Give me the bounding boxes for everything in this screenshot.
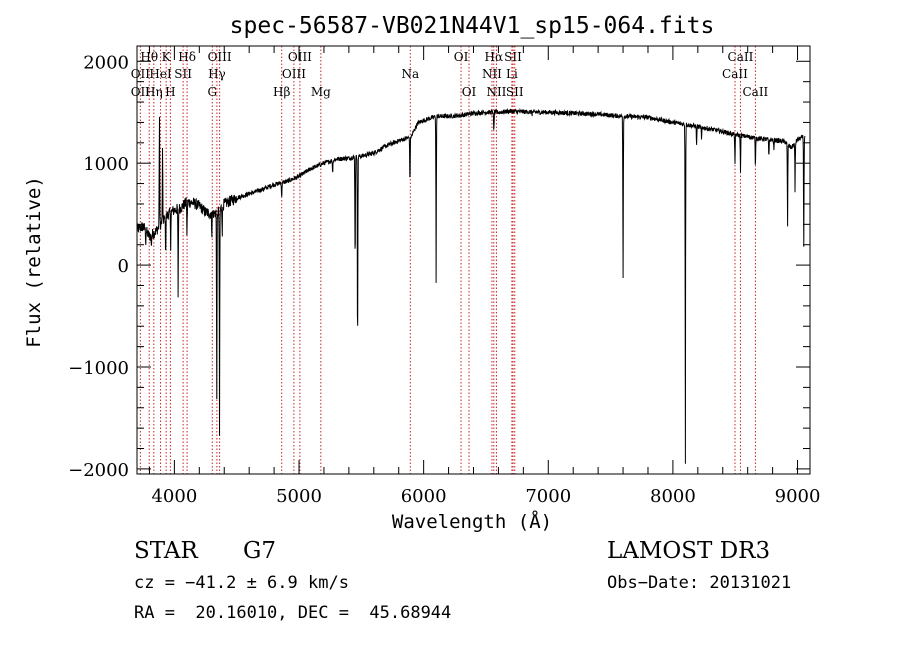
line-marker-label: CaII [742, 85, 768, 99]
y-tick-label: −2000 [68, 460, 129, 481]
y-axis-ticks: −2000 −1000 0 1000 2000 [68, 52, 810, 481]
line-marker-label: Hβ [273, 85, 290, 99]
y-tick-label: 1000 [83, 154, 129, 175]
line-marker-label: SII [504, 50, 522, 64]
line-marker-label: H [165, 85, 175, 99]
line-marker-label: Li [506, 67, 518, 81]
line-marker-label: HeI [149, 67, 172, 81]
y-tick-label: −1000 [68, 358, 129, 379]
observation-date: Obs−Date: 20131021 [607, 573, 792, 593]
chart-title: spec-56587-VB021N44V1_sp15-064.fits [230, 13, 715, 39]
x-tick-label: 7000 [525, 486, 571, 507]
object-class: STAR [134, 538, 198, 564]
object-subclass: G7 [243, 538, 277, 564]
line-marker-label: OI [462, 85, 477, 99]
line-marker-label: Hγ [208, 67, 226, 81]
x-tick-label: 5000 [276, 486, 322, 507]
spectrum-line [136, 107, 806, 464]
line-marker-label: OII [131, 67, 151, 81]
x-tick-label: 6000 [401, 486, 447, 507]
line-marker-label: Hδ [178, 50, 196, 64]
line-marker-label: Hθ [140, 50, 158, 64]
line-marker-label: SII [506, 85, 524, 99]
y-axis-label: Flux (relative) [23, 176, 45, 348]
line-marker-label: Hα [485, 50, 504, 64]
y-tick-label: 0 [118, 256, 129, 277]
y-tick-label: 2000 [83, 52, 129, 73]
line-marker-label: Hη [145, 85, 163, 99]
line-marker-label: NII [486, 85, 506, 99]
line-marker-label: CaII [728, 50, 754, 64]
x-axis-label: Wavelength (Å) [392, 510, 552, 533]
line-marker-label: OIII [282, 67, 306, 81]
line-marker-label: SII [174, 67, 192, 81]
line-marker-label: Mg [311, 85, 331, 99]
x-tick-label: 8000 [650, 486, 696, 507]
line-marker-label: OII [131, 85, 151, 99]
x-tick-label: 9000 [775, 486, 821, 507]
coordinates: RA = 20.16010, DEC = 45.68944 [134, 603, 452, 623]
line-marker-label: K [162, 50, 172, 64]
line-marker-label: OIII [208, 50, 232, 64]
redshift-value: cz = −41.2 ± 6.9 km/s [134, 573, 349, 593]
x-axis-ticks: 4000 5000 6000 7000 8000 9000 [148, 46, 821, 507]
line-markers [139, 46, 756, 474]
line-marker-label: Na [401, 67, 419, 81]
line-marker-label: CaII [722, 67, 748, 81]
x-tick-label: 4000 [151, 486, 197, 507]
line-marker-label: OI [454, 50, 469, 64]
line-marker-label: OIII [288, 50, 312, 64]
line-marker-label: NII [482, 67, 502, 81]
line-marker-label: G [207, 85, 217, 99]
survey-name: LAMOST DR3 [607, 538, 771, 564]
